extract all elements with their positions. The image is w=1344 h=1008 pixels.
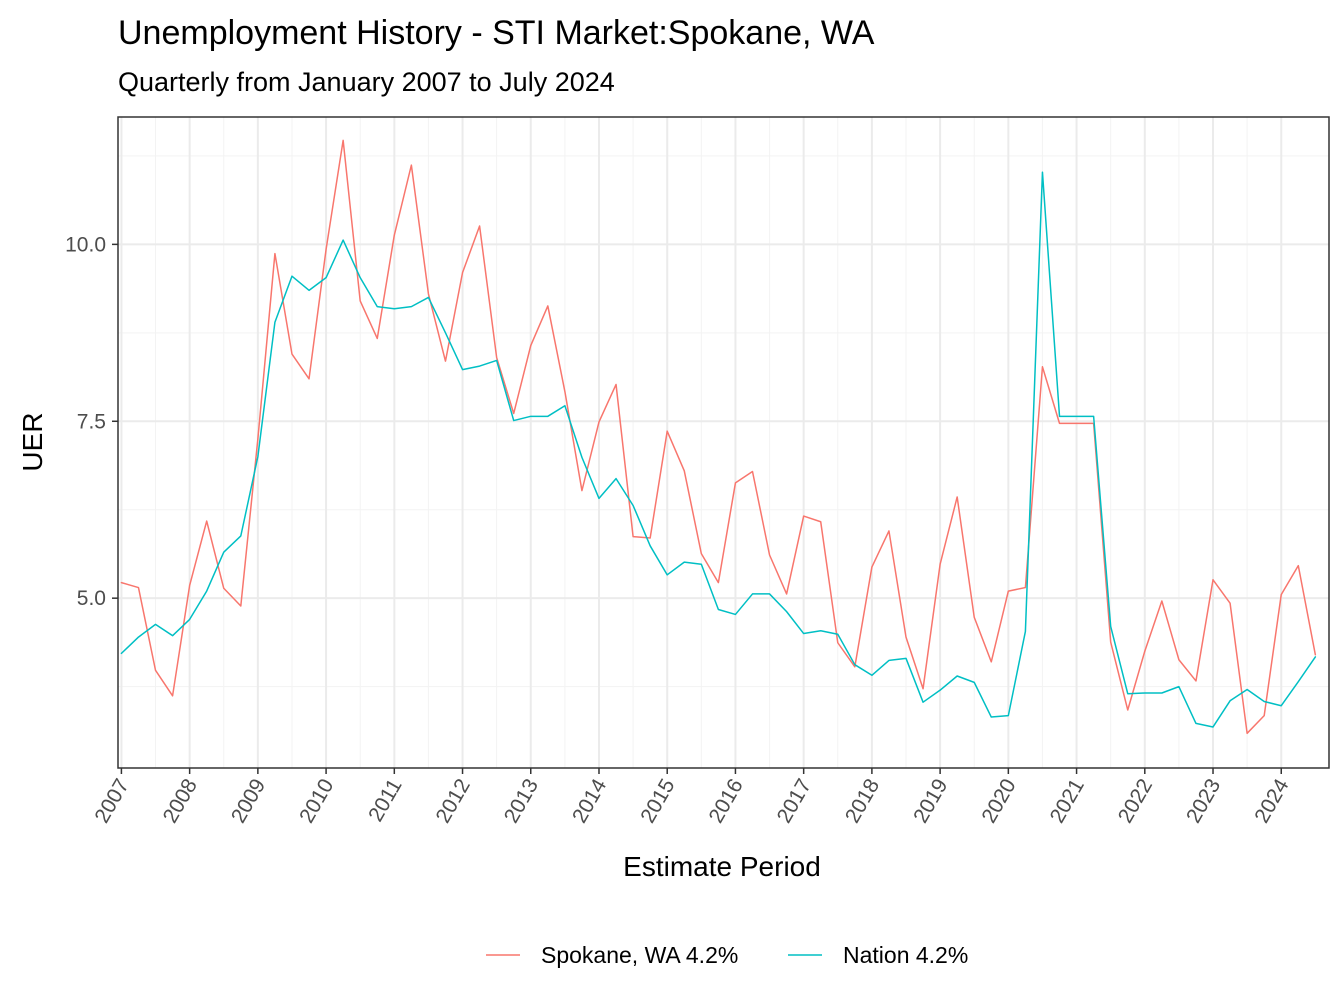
x-tick-label: 2012 [432, 775, 475, 827]
legend-label-nation: Nation 4.2% [843, 942, 968, 968]
x-tick-label: 2023 [1182, 775, 1225, 827]
minor-gridlines [118, 117, 1329, 768]
x-tick-label: 2009 [227, 775, 270, 827]
x-tick-label: 2022 [1114, 775, 1157, 827]
x-tick-label: 2013 [500, 775, 543, 827]
x-tick-label: 2010 [295, 775, 338, 827]
x-tick-label: 2016 [704, 775, 747, 827]
x-tick-label: 2011 [364, 775, 407, 826]
legend-label-spokane: Spokane, WA 4.2% [541, 942, 738, 968]
major-gridlines [118, 117, 1329, 768]
y-tick-label: 7.5 [77, 410, 106, 433]
x-tick-label: 2007 [90, 775, 133, 827]
y-tick-label: 5.0 [77, 587, 106, 610]
x-axis-title: Estimate Period [623, 851, 821, 882]
y-tick-label: 10.0 [65, 233, 106, 256]
x-axis: 2007 2008 2009 2010 2011 2012 2013 2014 2015 2016… [90, 768, 1294, 827]
series-line-nation [120, 171, 1317, 728]
x-tick-label: 2017 [773, 775, 816, 827]
x-tick-label: 2018 [841, 775, 884, 827]
x-tick-label: 2015 [636, 775, 679, 827]
series-layer [120, 139, 1317, 735]
x-tick-label: 2019 [909, 775, 952, 827]
x-tick-label: 2014 [568, 775, 611, 827]
chart-title: Unemployment History - STI Market:Spokan… [118, 14, 875, 52]
x-tick-label: 2008 [159, 775, 202, 827]
plot-panel [117, 116, 1330, 769]
x-tick-label: 2021 [1046, 775, 1089, 827]
series-line-spokane [120, 139, 1317, 735]
x-tick-label: 2024 [1250, 775, 1293, 827]
x-tick-label: 2020 [977, 775, 1020, 827]
chart-subtitle: Quarterly from January 2007 to July 2024 [118, 67, 615, 97]
y-axis-title: UER [17, 412, 48, 471]
legend: Spokane, WA 4.2% Nation 4.2% [486, 942, 968, 968]
y-axis: 5.0 7.5 10.0 [65, 233, 118, 610]
